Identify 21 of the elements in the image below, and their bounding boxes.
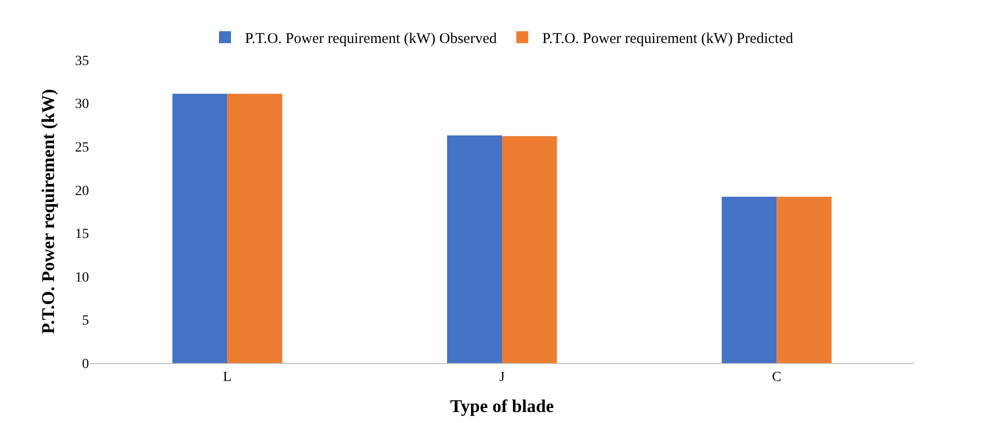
bar <box>776 196 832 363</box>
y-axis-title: P.T.O. Power requirement (kW) <box>38 89 58 334</box>
bar <box>502 136 557 363</box>
x-tick-label: C <box>772 370 782 385</box>
x-tick-label: L <box>223 370 232 385</box>
bar <box>722 196 777 363</box>
y-tick-label: 15 <box>75 227 89 242</box>
y-tick-label: 5 <box>82 314 89 329</box>
bar <box>172 94 228 363</box>
y-tick-label: 0 <box>82 356 89 372</box>
y-tick-label: 25 <box>75 140 89 156</box>
x-tick-label: J <box>499 370 506 385</box>
legend-label: P.T.O. Power requirement (kW) Observed <box>245 31 498 48</box>
y-tick-label: 30 <box>75 97 89 112</box>
y-tick-label: 35 <box>75 54 89 69</box>
x-axis-title: Type of blade <box>450 396 554 416</box>
bar <box>227 94 282 363</box>
bar <box>447 135 502 363</box>
y-tick-label: 20 <box>75 184 89 199</box>
y-tick-label: 10 <box>75 270 89 286</box>
legend-label: P.T.O. Power requirement (kW) Predicted <box>542 31 794 48</box>
